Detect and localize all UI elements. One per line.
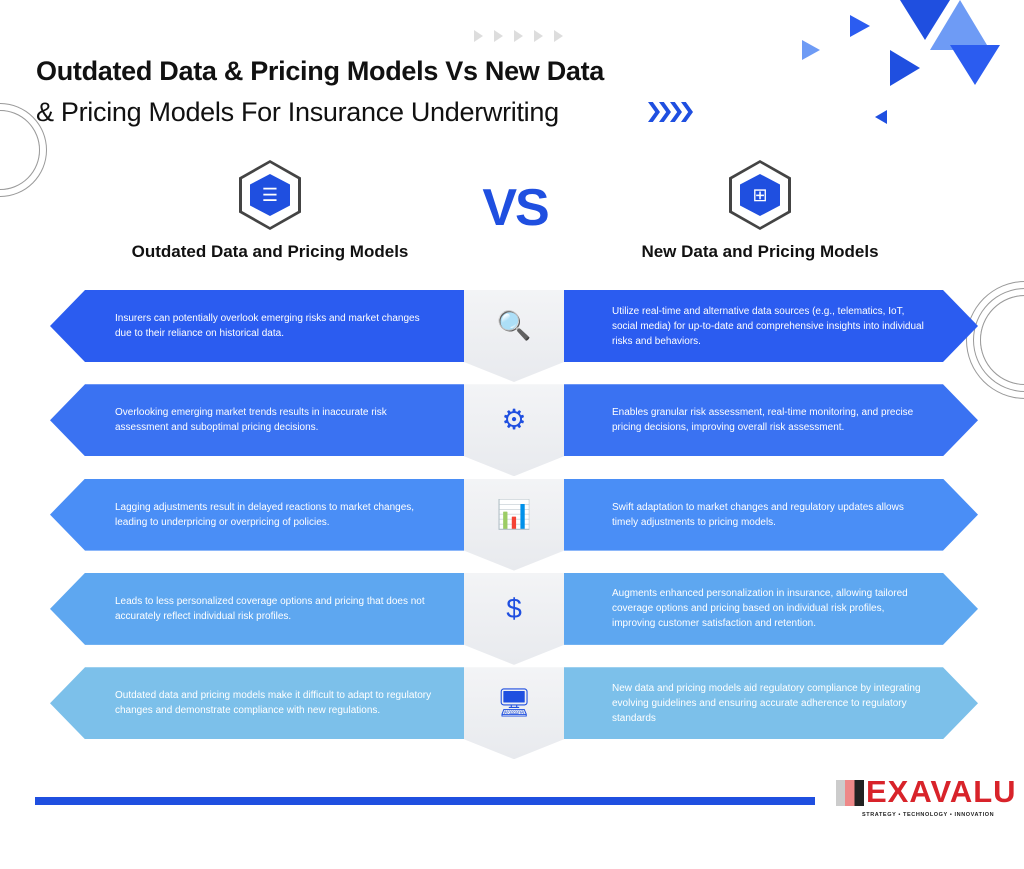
outdated-point: Overlooking emerging market trends resul… [50,384,464,457]
outdated-text: Lagging adjustments result in delayed re… [115,501,415,528]
compliance-monitor-icon: 🖥 [496,687,532,719]
new-point: New data and pricing models aid regulato… [564,667,978,739]
network-hex-icon: ⊞ [729,160,791,230]
outdated-point: Leads to less personalized coverage opti… [50,572,464,645]
center-icon-tile: ⚙ [464,384,564,477]
database-hex-icon: ☰ [239,160,301,230]
center-icon-tile: 🔍 [464,290,564,382]
chevrons-decoration-icon [474,30,584,44]
center-icon-tile: $ [464,572,564,665]
analytics-magnifier-icon: 🔍 [496,310,532,341]
new-text: Swift adaptation to market changes and r… [612,501,904,528]
server-gear-search-icon: ⚙ [501,404,527,436]
new-point: Enables granular risk assessment, real-t… [564,384,978,456]
chevrons-icon [648,102,708,122]
logo: EXAVALU [866,774,1017,809]
new-text: Augments enhanced personalization in ins… [612,588,908,630]
triangles-decoration-icon [800,0,1024,130]
outdated-point: Insurers can potentially overlook emergi… [50,290,464,362]
new-point: Utilize real-time and alternative data s… [564,290,978,362]
thumbs-up-dollar-icon: $ [506,592,522,624]
outdated-point: Lagging adjustments result in delayed re… [50,478,464,551]
new-text: Enables granular risk assessment, real-t… [612,407,914,434]
title-line-2: & Pricing Models For Insurance Underwrit… [36,97,559,127]
new-point: Augments enhanced personalization in ins… [564,573,978,645]
new-text: New data and pricing models aid regulato… [612,682,921,724]
logo-tagline: STRATEGY • TECHNOLOGY • INNOVATION [862,812,995,818]
outdated-text: Leads to less personalized coverage opti… [115,595,425,622]
logo-squares-icon [836,780,864,806]
circles-decoration-icon [0,110,40,190]
center-icon-tile: 📊 [464,478,564,571]
right-heading: New Data and Pricing Models [641,242,879,261]
footer-bar [35,797,815,805]
left-heading: Outdated Data and Pricing Models [131,242,409,261]
bar-chart-trend-icon: 📊 [496,498,532,530]
outdated-text: Outdated data and pricing models make it… [115,690,432,717]
circles-decoration-icon [980,295,1024,385]
center-icon-tile: 🖥 [464,667,564,760]
title-line-1: Outdated Data & Pricing Models Vs New Da… [36,56,605,86]
outdated-text: Insurers can potentially overlook emergi… [115,313,420,339]
outdated-point: Outdated data and pricing models make it… [50,667,464,740]
vs-label: VS [482,179,549,237]
new-text: Utilize real-time and alternative data s… [612,305,924,347]
outdated-text: Overlooking emerging market trends resul… [115,407,387,434]
new-point: Swift adaptation to market changes and r… [564,479,978,551]
